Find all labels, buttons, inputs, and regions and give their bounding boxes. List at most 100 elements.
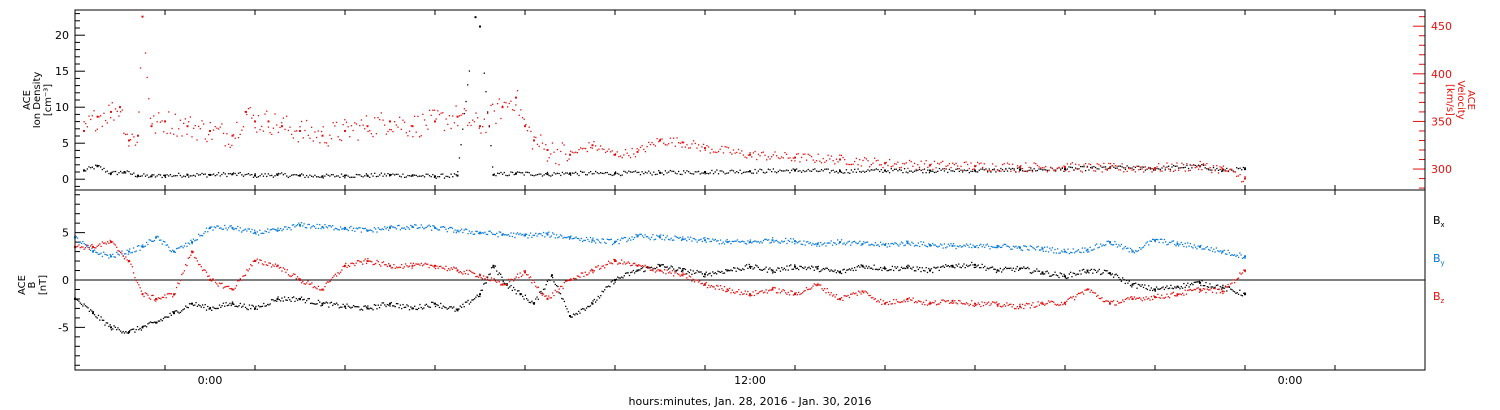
velocity-sample (548, 157, 550, 159)
bz-sample (794, 292, 796, 294)
bx-sample (745, 264, 748, 266)
bx-sample (532, 302, 534, 304)
density-point (794, 169, 796, 172)
bx-sample (570, 316, 572, 318)
bx-sample (898, 269, 900, 272)
bz-sample (679, 275, 681, 277)
bx-sample (921, 267, 923, 269)
by-sample (1171, 240, 1173, 242)
by-sample (499, 231, 502, 233)
by-sample (168, 246, 170, 248)
velocity-sample (799, 161, 801, 163)
bz-sample (252, 260, 254, 262)
by-sample (1206, 245, 1208, 248)
velocity-sample (736, 151, 738, 154)
by-sample (385, 228, 387, 230)
bx-sample (1185, 284, 1188, 287)
velocity-point (636, 150, 639, 153)
bz-sample (385, 264, 387, 266)
bz-sample (619, 262, 622, 265)
bz-sample (1155, 296, 1158, 299)
bz-sample (1111, 301, 1113, 303)
bx-sample (816, 266, 818, 268)
bz-sample (410, 262, 412, 264)
by-sample (1232, 254, 1234, 257)
bx-sample (349, 306, 351, 308)
bz-sample (803, 290, 805, 293)
by-sample (104, 253, 106, 255)
by-sample (234, 227, 236, 230)
bx-sample (1207, 286, 1210, 288)
bx-sample (1112, 276, 1115, 278)
velocity-sample (575, 151, 577, 153)
bz-sample (1192, 289, 1194, 292)
density-sample (164, 176, 167, 179)
bz-point (434, 264, 436, 267)
velocity-point (704, 147, 706, 150)
by-sample (1111, 244, 1113, 246)
by-sample (376, 231, 378, 233)
bz-sample (227, 285, 230, 288)
by-sample (532, 234, 534, 237)
bx-point (173, 312, 175, 315)
velocity-sample (398, 116, 401, 118)
density-sample (794, 168, 796, 171)
by-sample (725, 240, 727, 242)
bz-sample (984, 301, 986, 304)
velocity-point (614, 153, 616, 156)
density-sample (900, 169, 902, 171)
bx-sample (360, 308, 363, 310)
by-sample (375, 228, 377, 230)
bz-sample (700, 283, 702, 285)
density-sample (1053, 169, 1055, 171)
bx-sample (438, 306, 441, 309)
velocity-sample (307, 134, 309, 137)
by-sample (105, 254, 107, 256)
bx-sample (838, 271, 840, 273)
by-sample (1201, 248, 1203, 250)
bz-sample (1051, 300, 1054, 303)
bx-sample (92, 311, 94, 313)
bz-sample (1206, 288, 1208, 290)
by-sample (1154, 240, 1156, 243)
velocity-sample (320, 130, 323, 133)
velocity-sample (797, 153, 799, 155)
velocity-sample (511, 109, 514, 111)
density-sample (729, 170, 731, 172)
bz-sample (1150, 295, 1152, 298)
density-sample (736, 170, 738, 173)
by-sample (1014, 246, 1016, 248)
by-sample (127, 253, 130, 255)
bx-sample (259, 306, 261, 308)
density-sample (633, 171, 635, 173)
density-sample (493, 173, 495, 175)
bz-sample (881, 303, 883, 305)
by-sample (618, 242, 620, 245)
velocity-sample (257, 114, 260, 117)
bx-sample (1184, 286, 1186, 289)
density-sample (1134, 166, 1137, 169)
by-sample (380, 229, 382, 231)
density-sample (1091, 166, 1093, 168)
bx-sample (890, 269, 892, 271)
density-sample (1061, 167, 1063, 169)
velocity-sample (776, 155, 778, 157)
by-sample (498, 231, 500, 233)
by-sample (553, 233, 555, 235)
by-sample (1064, 251, 1067, 253)
bz-sample (835, 294, 838, 296)
bx-sample (408, 309, 411, 311)
by-sample (113, 256, 115, 258)
by-sample (548, 231, 550, 233)
bz-sample (580, 272, 582, 274)
bz-sample (830, 292, 832, 294)
by-sample (213, 226, 215, 228)
velocity-sample (922, 169, 924, 171)
density-sample (463, 112, 466, 115)
density-sample (545, 172, 547, 175)
bx-sample (1149, 289, 1151, 291)
bx-sample (621, 276, 623, 278)
by-sample (988, 245, 990, 247)
density-sample (322, 177, 324, 179)
bx-sample (1175, 287, 1177, 289)
